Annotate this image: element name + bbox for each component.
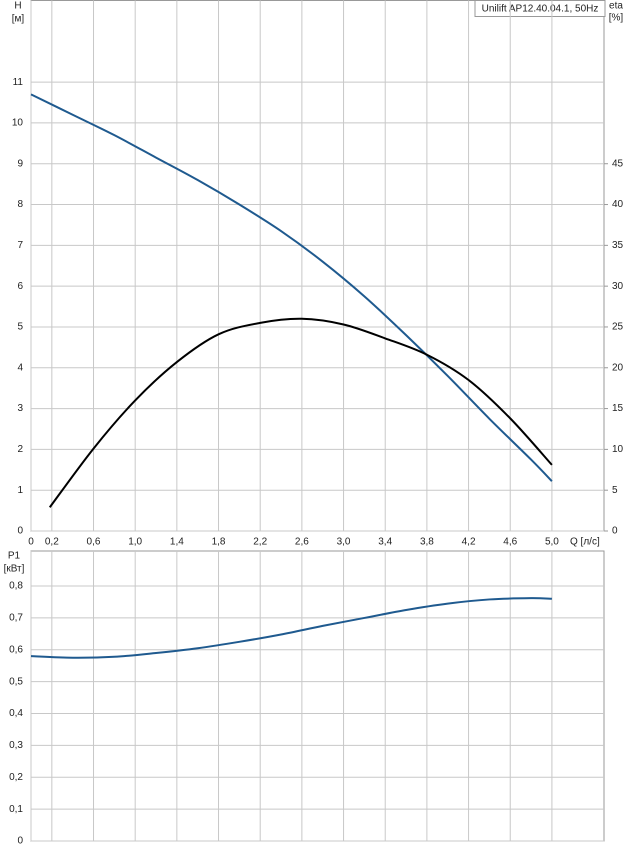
- plot-frame: [30, 550, 605, 842]
- y-tick-label: 3: [17, 403, 23, 414]
- y-tick-label: 0: [17, 836, 23, 847]
- x-tick-label: 1,8: [212, 537, 226, 548]
- y-tick-label: 0,7: [9, 613, 23, 624]
- x-tick-label: 0,6: [87, 537, 101, 548]
- y-axis-unit: [м]: [12, 14, 25, 25]
- x-tick-label: 3,4: [378, 537, 392, 548]
- y-tick-label: 0,3: [9, 740, 23, 751]
- x-tick-label: 0,2: [45, 537, 59, 548]
- y-tick-label: 0,2: [9, 772, 23, 783]
- x-axis-label: Q [л/с]: [570, 537, 600, 548]
- plot-frame: [30, 0, 605, 532]
- x-tick-label: 4,2: [462, 537, 476, 548]
- y-tick-label: 2: [17, 444, 23, 455]
- y-axis-unit: [кВт]: [4, 564, 25, 575]
- x-tick-label: 3,8: [420, 537, 434, 548]
- y2-tick-label: 0: [612, 526, 618, 537]
- y-tick-label: 5: [17, 322, 23, 333]
- y-tick-label: 1: [17, 485, 23, 496]
- x-tick-label: 1,4: [170, 537, 184, 548]
- y2-tick-label: 5: [612, 485, 618, 496]
- y-tick-label: 10: [12, 118, 24, 129]
- y-tick-label: 11: [13, 77, 24, 88]
- y-tick-label: 0,4: [9, 708, 23, 719]
- y2-tick-label: 45: [612, 158, 624, 169]
- x-tick-label: 2,2: [253, 537, 267, 548]
- y-axis-label: P1: [8, 551, 21, 562]
- curve: [30, 597, 552, 659]
- y-tick-label: 0: [17, 526, 23, 537]
- y-tick-label: 7: [17, 240, 23, 251]
- x-tick-label: 1,0: [128, 537, 142, 548]
- curve: [48, 317, 553, 508]
- y-tick-label: 0,8: [9, 581, 23, 592]
- x-tick-label: 4,6: [503, 537, 517, 548]
- y-tick-label: 9: [17, 158, 23, 169]
- x-tick-label: 3,0: [337, 537, 351, 548]
- y2-axis-label: eta: [609, 1, 623, 12]
- y2-tick-label: 10: [612, 444, 624, 455]
- y2-tick-label: 20: [612, 362, 624, 373]
- y2-tick-label: 30: [612, 281, 624, 292]
- y-tick-label: 0,6: [9, 644, 23, 655]
- y-tick-label: 8: [17, 199, 23, 210]
- y2-tick-label: 40: [612, 199, 624, 210]
- x-tick-label: 2,6: [295, 537, 309, 548]
- y2-tick-label: 25: [612, 322, 624, 333]
- y-tick-label: 0,5: [9, 676, 23, 687]
- chart-title: Unilift AP12.40.04.1, 50Hz: [482, 4, 599, 15]
- title-box: [474, 0, 606, 17]
- y2-axis-unit: [%]: [609, 13, 624, 24]
- x-tick-label: 0: [28, 537, 34, 548]
- y-tick-label: 0,1: [9, 804, 23, 815]
- curve: [30, 93, 553, 482]
- y2-tick-label: 35: [612, 240, 624, 251]
- x-tick-label: 5,0: [545, 537, 559, 548]
- y-axis-label: H: [14, 1, 21, 12]
- y-tick-label: 6: [17, 281, 23, 292]
- y-tick-label: 4: [17, 362, 23, 373]
- y2-tick-label: 15: [612, 403, 624, 414]
